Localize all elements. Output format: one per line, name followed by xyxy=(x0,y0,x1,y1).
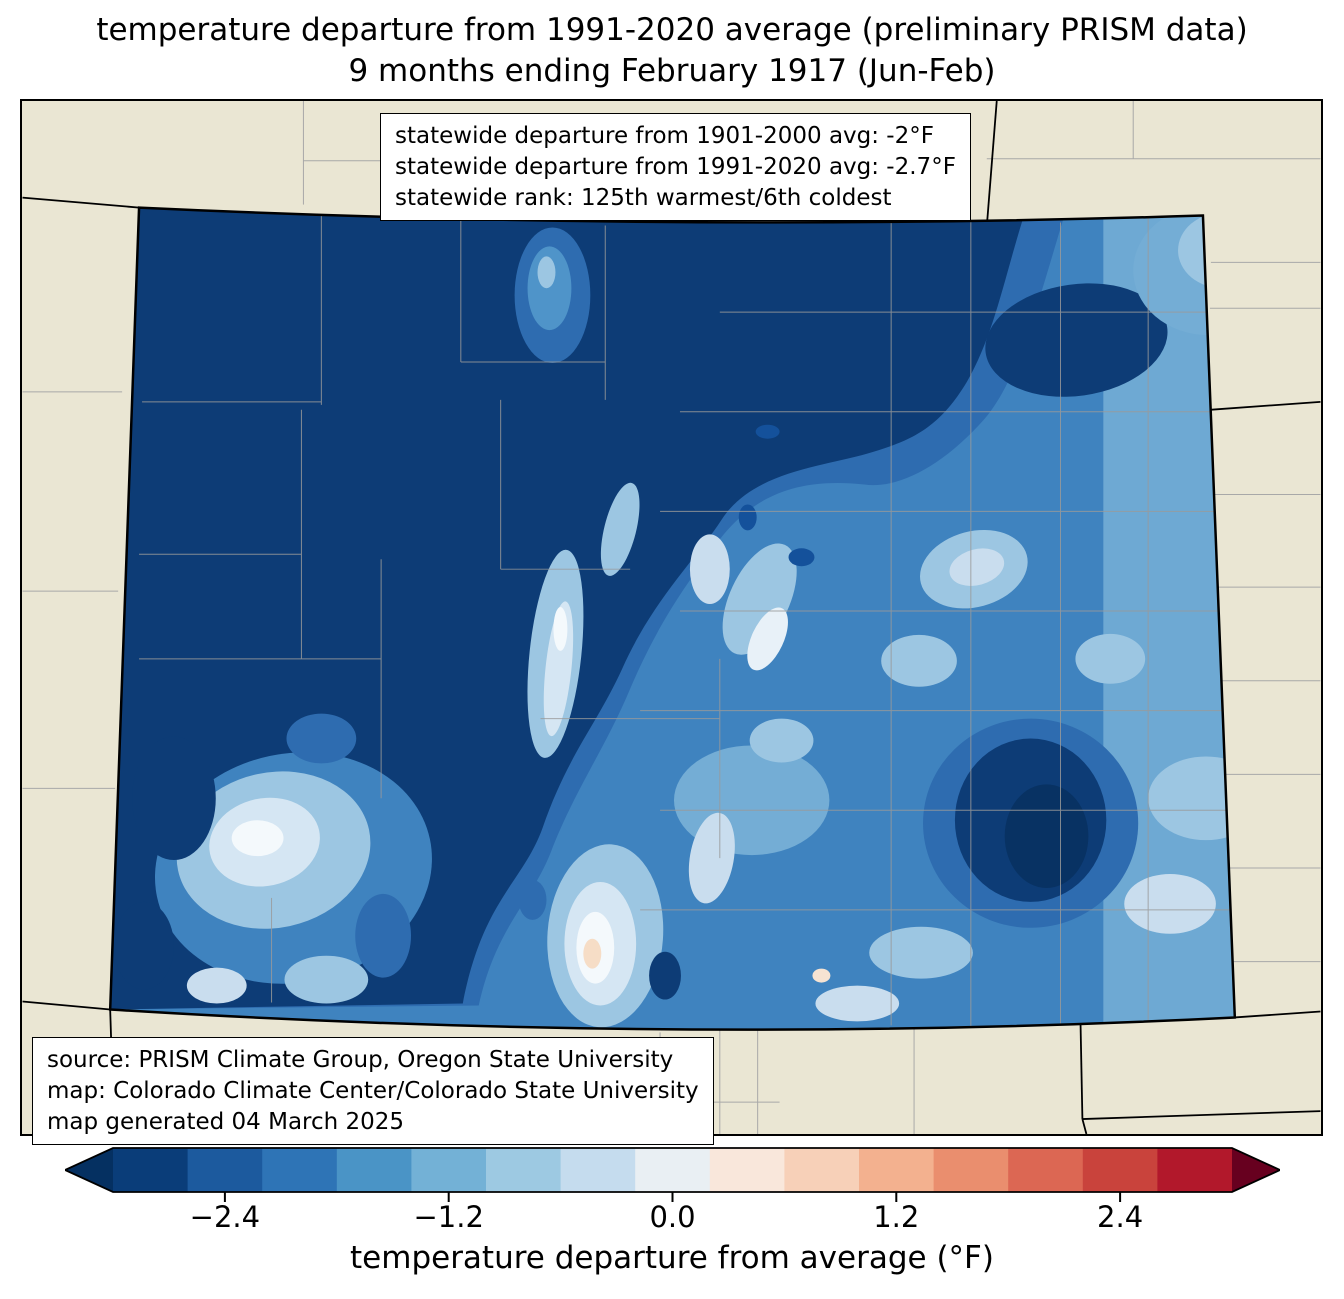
colorbar-svg xyxy=(65,1147,1280,1202)
colorbar-under-arrow xyxy=(65,1148,113,1192)
stats-line-1901-2000: statewide departure from 1901-2000 avg: … xyxy=(395,123,934,149)
source-line: source: PRISM Climate Group, Oregon Stat… xyxy=(47,1047,674,1073)
map-credit-line: map: Colorado Climate Center/Colorado St… xyxy=(47,1077,699,1104)
colorbar-tick-label: 0.0 xyxy=(649,1200,696,1234)
colorbar-tick-label: −1.2 xyxy=(413,1200,484,1234)
statewide-stats-box: statewide departure from 1901-2000 avg: … xyxy=(380,113,971,222)
figure-title-line2: 9 months ending February 1917 (Jun-Feb) xyxy=(348,52,996,89)
figure-title-line1: temperature departure from 1991-2020 ave… xyxy=(96,12,1248,48)
source-credit-box: source: PRISM Climate Group, Oregon Stat… xyxy=(32,1037,714,1146)
colorbar-tick-label: 1.2 xyxy=(873,1200,920,1234)
colorbar-tick-label: 2.4 xyxy=(1097,1200,1144,1234)
figure-title: temperature departure from 1991-2020 ave… xyxy=(0,10,1344,92)
map-panel: statewide departure from 1901-2000 avg: … xyxy=(20,99,1323,1146)
colorado-county-lines xyxy=(139,210,1235,1030)
colorbar-tick-label: −2.4 xyxy=(189,1200,261,1234)
colorbar-ticks xyxy=(223,1192,1122,1202)
generated-date-line: map generated 04 March 2025 xyxy=(47,1108,405,1135)
colorbar-axis-label: temperature departure from average (°F) xyxy=(350,1240,994,1276)
stats-line-1991-2020: statewide departure from 1991-2020 avg: … xyxy=(395,153,956,180)
colorbar-over-arrow xyxy=(1232,1148,1280,1192)
map-svg xyxy=(22,101,1321,1134)
colorbar-segments xyxy=(113,1148,1233,1192)
stats-line-rank: statewide rank: 125th warmest/6th coldes… xyxy=(395,184,892,211)
colorado-temperature-fill xyxy=(110,207,1235,1030)
colorbar-outline xyxy=(65,1147,1280,1193)
colorbar-tick-labels: −2.4 −1.2 0.0 1.2 2.4 xyxy=(0,1200,1344,1238)
